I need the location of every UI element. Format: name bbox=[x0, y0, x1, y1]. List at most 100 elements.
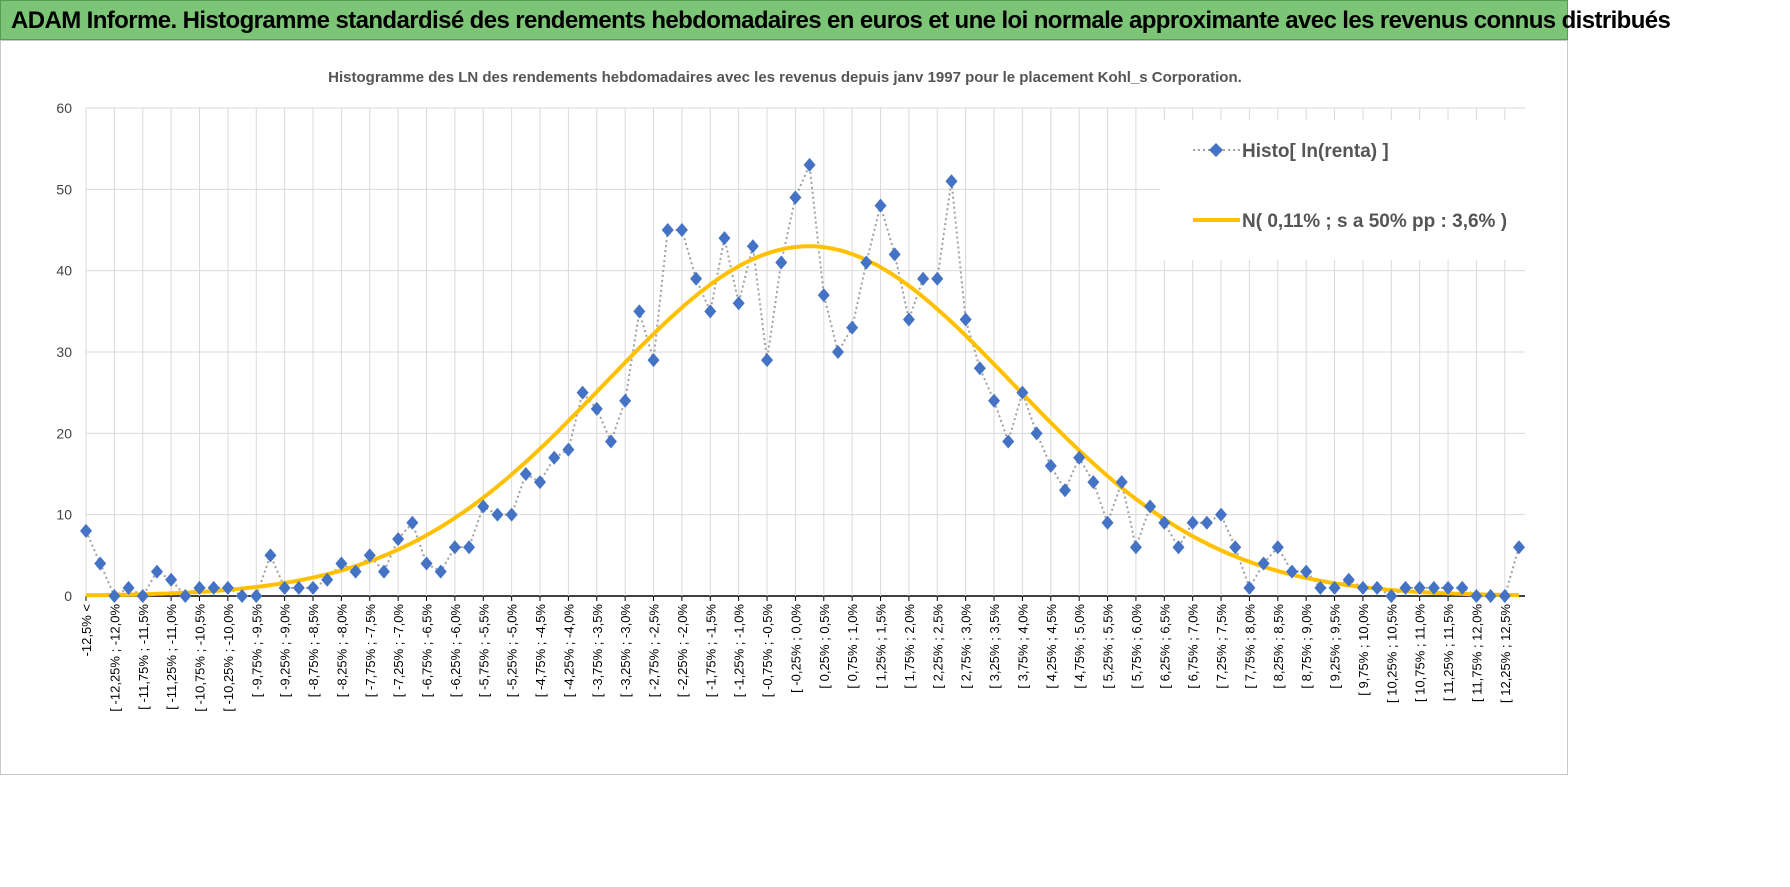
histo-point bbox=[534, 475, 547, 490]
histo-point bbox=[491, 507, 504, 522]
histo-point bbox=[1413, 580, 1426, 595]
histo-point bbox=[1356, 580, 1369, 595]
histo-point bbox=[945, 174, 958, 189]
x-tick-label: [ -8,75% ; -8,5% bbox=[306, 604, 321, 698]
histo-point bbox=[1342, 572, 1355, 587]
histo-point bbox=[917, 271, 930, 286]
histo-point bbox=[633, 304, 646, 319]
x-tick-label: [ 10,75% ; 11,0% bbox=[1413, 604, 1428, 702]
legend: Histo[ ln(renta) ] N( 0,11% ; s a 50% pp… bbox=[1160, 120, 1555, 260]
x-tick-label: [ 1,75% ; 2,0% bbox=[902, 604, 917, 689]
x-tick-label: [ 2,75% ; 3,0% bbox=[959, 604, 974, 689]
histo-point bbox=[1172, 540, 1185, 555]
legend-histo-marker bbox=[1209, 143, 1223, 157]
histo-point bbox=[1129, 540, 1142, 555]
x-tick-label: [ 9,25% ; 9,5% bbox=[1328, 604, 1343, 689]
x-tick-label: [ 3,75% ; 4,0% bbox=[1015, 604, 1030, 689]
histo-point bbox=[690, 271, 703, 286]
histo-point bbox=[250, 589, 263, 603]
report-header: ADAM Informe. Histogramme standardisé de… bbox=[0, 0, 1671, 40]
y-tick-label: 50 bbox=[56, 181, 72, 197]
histo-point bbox=[1215, 507, 1228, 522]
histo-point bbox=[1314, 580, 1327, 595]
histo-point bbox=[377, 564, 390, 579]
x-tick-label: [ 6,25% ; 6,5% bbox=[1157, 604, 1172, 689]
y-axis-ticks: 0 10 20 30 40 50 60 bbox=[56, 100, 72, 604]
histo-point bbox=[675, 223, 688, 237]
histo-point bbox=[775, 255, 788, 270]
histo-point bbox=[406, 515, 419, 530]
x-tick-label: [ -8,25% ; -8,0% bbox=[334, 604, 349, 698]
histo-point bbox=[647, 353, 660, 368]
x-tick-label: [ 5,25% ; 5,5% bbox=[1101, 604, 1116, 689]
histo-point bbox=[349, 564, 362, 579]
x-tick-label: [ -1,25% ; -1,0% bbox=[732, 604, 747, 698]
series bbox=[80, 157, 1525, 603]
histo-point bbox=[562, 442, 575, 457]
histo-point bbox=[860, 255, 873, 270]
histo-point bbox=[846, 320, 859, 335]
histo-point bbox=[292, 580, 305, 595]
histo-point bbox=[732, 296, 745, 311]
x-tick-label: [ -5,75% ; -5,5% bbox=[476, 604, 491, 698]
histo-point bbox=[80, 523, 92, 538]
histo-point bbox=[576, 385, 589, 400]
histo-point bbox=[1456, 580, 1469, 595]
histo-point bbox=[392, 532, 405, 547]
histo-point bbox=[1427, 580, 1440, 595]
histo-point bbox=[1271, 540, 1284, 555]
histo-point bbox=[590, 401, 603, 416]
histo-point bbox=[519, 467, 532, 481]
normal-curve bbox=[86, 244, 1520, 598]
x-tick-label: [ -4,25% ; -4,0% bbox=[561, 604, 576, 698]
x-tick-label: [ 3,25% ; 3,5% bbox=[987, 604, 1002, 689]
legend-histo-label: Histo[ ln(renta) ] bbox=[1242, 141, 1389, 162]
histo-point bbox=[1087, 475, 1100, 490]
histo-point bbox=[931, 271, 944, 286]
histo-point bbox=[150, 564, 163, 579]
histo-point bbox=[165, 572, 178, 587]
x-tick-label: [ 4,75% ; 5,0% bbox=[1072, 604, 1087, 689]
x-tick-label: [ -2,25% ; -2,0% bbox=[675, 604, 690, 698]
x-tick-label: [ -6,75% ; -6,5% bbox=[420, 604, 435, 698]
x-tick-label: [ -0,25% ; 0,0% bbox=[788, 604, 803, 693]
histo-point bbox=[817, 288, 830, 303]
x-tick-label: [ 11,75% ; 12,0% bbox=[1469, 604, 1484, 702]
x-tick-label: [ -11,25% ; -11,0% bbox=[164, 604, 179, 710]
x-tick-label: [ -0,75% ; -0,5% bbox=[760, 604, 775, 698]
x-tick-label: [ -2,75% ; -2,5% bbox=[647, 604, 662, 698]
histo-point bbox=[1385, 589, 1398, 603]
x-tick-label: [ -4,75% ; -4,5% bbox=[533, 604, 548, 698]
histo-point bbox=[1257, 556, 1270, 571]
histo-point bbox=[1144, 499, 1157, 514]
histo-point bbox=[321, 572, 334, 587]
histo-point bbox=[1442, 580, 1455, 595]
x-tick-label: [ 0,75% ; 1,0% bbox=[845, 604, 860, 689]
x-tick-label: [ -11,75% ; -11,5% bbox=[136, 604, 151, 710]
histo-point bbox=[874, 198, 887, 213]
x-tick-label: [ 4,25% ; 4,5% bbox=[1044, 604, 1059, 689]
histo-point bbox=[704, 304, 717, 319]
histo-point bbox=[179, 589, 192, 603]
x-tick-label: [ 8,25% ; 8,5% bbox=[1271, 604, 1286, 689]
x-tick-label: [ -3,25% ; -3,0% bbox=[618, 604, 633, 698]
histo-point bbox=[505, 507, 518, 522]
x-tick-label: [ 12,25% ; 12,5% bbox=[1498, 604, 1513, 703]
histo-point bbox=[761, 353, 774, 368]
x-tick-label: [ 7,75% ; 8,0% bbox=[1242, 604, 1257, 689]
histo-point bbox=[221, 580, 234, 595]
histo-point bbox=[1328, 580, 1341, 595]
histo-point bbox=[278, 580, 291, 595]
histo-point bbox=[973, 361, 986, 376]
histo-point bbox=[463, 540, 476, 555]
x-tick-label: [ -9,25% ; -9,0% bbox=[278, 604, 293, 698]
y-tick-label: 20 bbox=[56, 425, 72, 441]
x-tick-label: [ 1,25% ; 1,5% bbox=[874, 604, 889, 689]
x-tick-label: [ -5,25% ; -5,0% bbox=[505, 604, 520, 698]
histo-point bbox=[661, 223, 674, 237]
histo-point bbox=[888, 247, 901, 262]
histo-point bbox=[264, 548, 277, 563]
histo-point bbox=[803, 157, 816, 172]
histo-point bbox=[1186, 515, 1199, 530]
histo-point bbox=[307, 580, 320, 595]
